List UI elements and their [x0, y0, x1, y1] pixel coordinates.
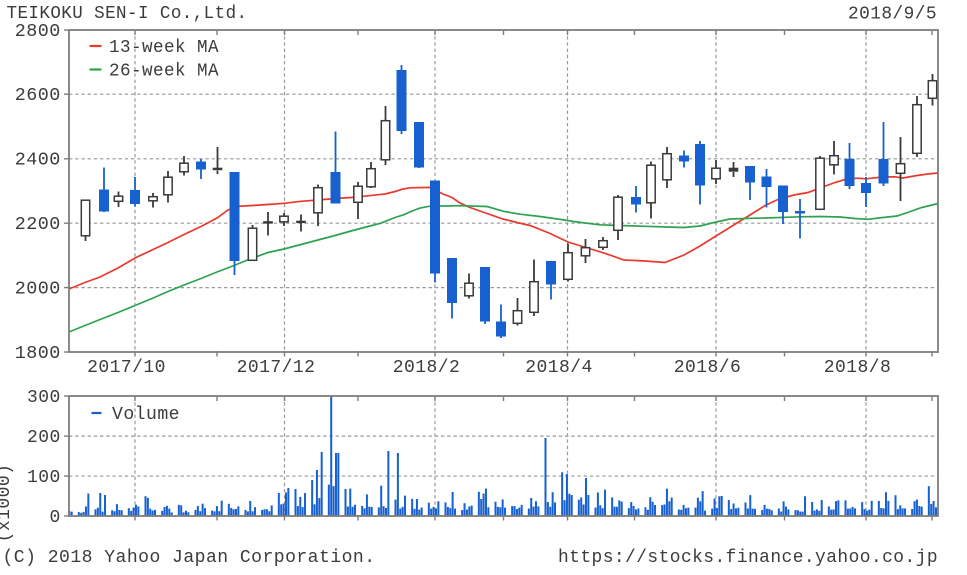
svg-text:2200: 2200 [15, 215, 61, 235]
svg-text:(x1000): (x1000) [0, 464, 15, 543]
svg-text:300: 300 [27, 388, 61, 408]
svg-text:TEIKOKU SEN-I Co.,Ltd.: TEIKOKU SEN-I Co.,Ltd. [7, 4, 248, 24]
svg-text:2017/10: 2017/10 [87, 358, 166, 378]
svg-text:2800: 2800 [15, 22, 61, 42]
svg-text:https://stocks.finance.yahoo.c: https://stocks.finance.yahoo.co.jp [558, 548, 938, 568]
svg-text:2400: 2400 [15, 151, 61, 171]
svg-text:2018/4: 2018/4 [525, 358, 593, 378]
svg-text:2017/12: 2017/12 [237, 358, 316, 378]
svg-text:2000: 2000 [15, 279, 61, 299]
svg-text:2018/9/5: 2018/9/5 [848, 5, 937, 25]
svg-text:Volume: Volume [112, 405, 180, 425]
svg-text:2600: 2600 [15, 86, 61, 106]
svg-text:13-week MA: 13-week MA [109, 38, 219, 58]
svg-text:1800: 1800 [15, 344, 61, 364]
svg-text:100: 100 [27, 468, 61, 488]
svg-text:200: 200 [27, 428, 61, 448]
svg-text:0: 0 [50, 508, 61, 528]
svg-text:(C) 2018 Yahoo Japan Corporati: (C) 2018 Yahoo Japan Corporation. [3, 548, 376, 568]
svg-text:2018/8: 2018/8 [824, 358, 892, 378]
svg-text:2018/2: 2018/2 [393, 358, 461, 378]
svg-text:2018/6: 2018/6 [674, 358, 742, 378]
svg-text:26-week MA: 26-week MA [109, 62, 219, 82]
